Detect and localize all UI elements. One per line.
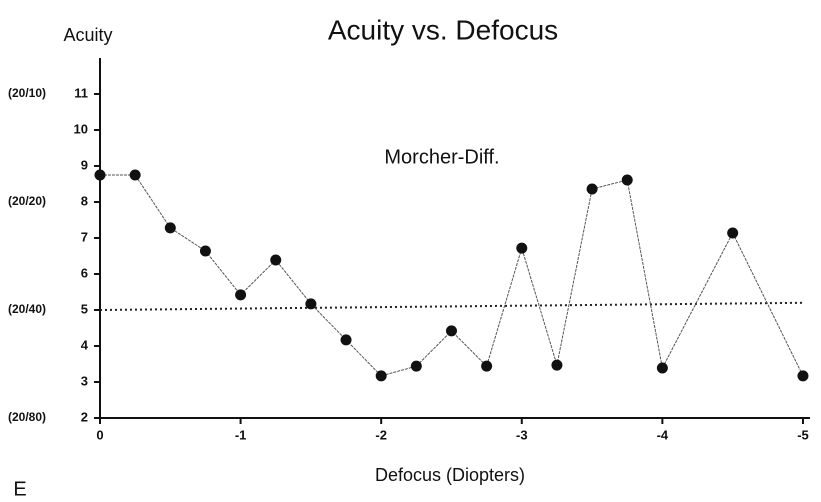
- data-point: [551, 359, 563, 371]
- x-tick-label: -2: [375, 427, 387, 442]
- snellen-label: (20/10): [8, 86, 46, 100]
- data-point: [727, 227, 739, 239]
- data-point: [94, 169, 106, 181]
- y-tick-label: 4: [81, 337, 89, 352]
- snellen-label: (20/20): [8, 194, 46, 208]
- y-tick-label: 7: [81, 229, 88, 244]
- data-point: [164, 222, 176, 234]
- y-tick-label: 9: [81, 157, 88, 172]
- x-tick-label: -1: [235, 427, 247, 442]
- data-point: [129, 169, 141, 181]
- data-point: [621, 174, 633, 186]
- annotation: Morcher-Diff.: [384, 146, 499, 168]
- y-tick-label: 2: [81, 409, 88, 424]
- data-point: [375, 370, 387, 382]
- data-point: [305, 298, 317, 310]
- x-tick-label: -4: [657, 427, 669, 442]
- data-point: [797, 370, 809, 382]
- data-point: [340, 334, 352, 346]
- data-line: [100, 174, 804, 377]
- x-tick-label: -5: [797, 427, 809, 442]
- data-point: [481, 360, 493, 372]
- snellen-label: (20/40): [8, 302, 46, 316]
- x-axis-label: Defocus (Diopters): [375, 465, 525, 485]
- chart-title: Acuity vs. Defocus: [328, 14, 558, 45]
- data-point: [410, 360, 422, 372]
- data-point: [586, 183, 598, 195]
- y-tick-label: 10: [74, 121, 88, 136]
- data-point: [235, 289, 247, 301]
- data-point: [656, 362, 668, 374]
- reference-line: [99, 301, 803, 311]
- data-point: [270, 254, 282, 266]
- snellen-label: (20/80): [8, 410, 46, 424]
- x-tick-label: 0: [96, 427, 103, 442]
- data-point: [445, 325, 457, 337]
- x-tick-label: -3: [516, 427, 528, 442]
- y-tick-label: 5: [81, 301, 88, 316]
- panel-label: E: [13, 478, 26, 500]
- data-point: [516, 242, 528, 254]
- y-tick-label: 11: [74, 85, 88, 100]
- y-tick-label: 3: [81, 373, 88, 388]
- y-axis-label: Acuity: [63, 25, 112, 45]
- y-tick-label: 8: [81, 193, 88, 208]
- y-tick-label: 6: [81, 265, 88, 280]
- data-point: [199, 245, 211, 257]
